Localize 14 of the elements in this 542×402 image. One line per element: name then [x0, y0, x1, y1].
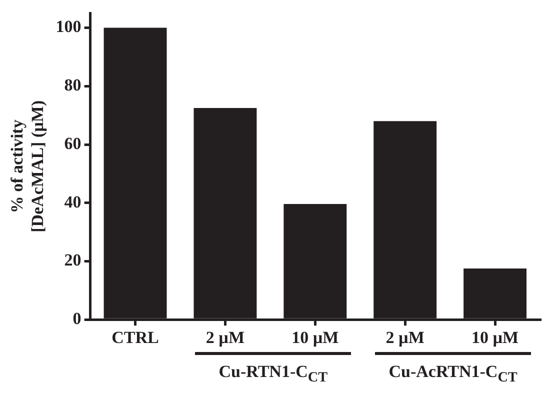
y-axis-title: % of activity [DeAcMAL] (µM): [8, 100, 47, 232]
y-tick-label: 40: [64, 192, 82, 212]
text: Cu-AcRTN1-C$_{CT}$: [388, 362, 518, 386]
text: Cu-RTN1-C$_{CT}$: [218, 362, 329, 386]
y-tick-label: 60: [64, 134, 82, 153]
y-tick-label: 0: [72, 308, 82, 328]
y-tick-label: 100: [56, 17, 82, 36]
y-tick-label: 80: [64, 76, 82, 95]
x-tick-label: 2 µM: [386, 328, 424, 348]
y-tick-label: 20: [64, 250, 82, 270]
x-tick-label: 10 µM: [292, 328, 339, 348]
x-tick-label: 2 µM: [206, 328, 245, 348]
x-tick-label: CTRL: [112, 328, 159, 348]
x-tick-label: 10 µM: [471, 328, 519, 348]
